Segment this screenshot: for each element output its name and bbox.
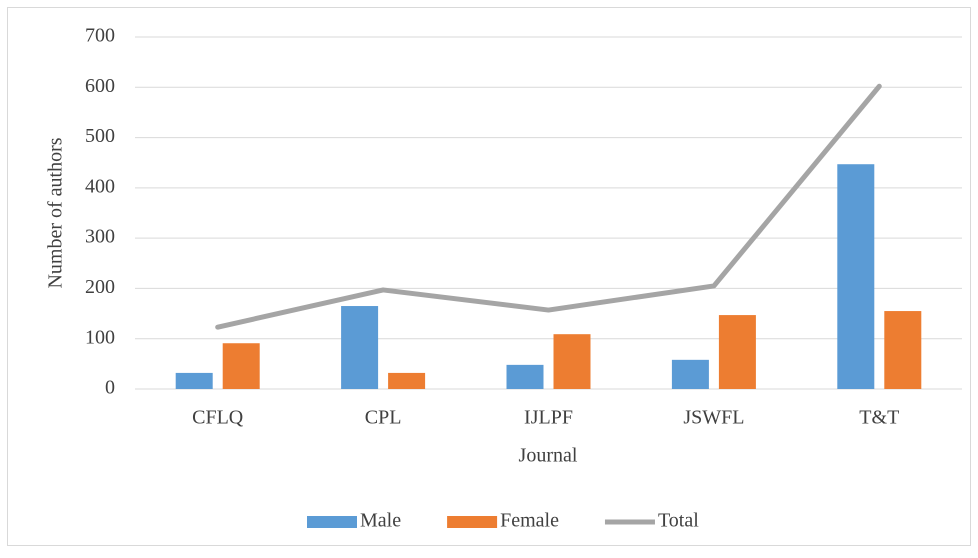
y-tick-label: 200: [85, 276, 115, 298]
bar: [341, 306, 379, 389]
x-tick-label: T&T: [859, 407, 899, 429]
y-axis-title: Number of authors: [45, 137, 67, 288]
bar: [884, 311, 922, 389]
legend-swatch: [307, 516, 357, 528]
chart-border: [7, 7, 971, 546]
y-tick-label: 700: [85, 25, 115, 47]
bar: [175, 372, 213, 389]
y-tick-label: 0: [105, 377, 115, 399]
bar: [671, 359, 709, 389]
bar: [388, 372, 426, 389]
x-tick-label: JSWFL: [683, 407, 744, 429]
line: [215, 83, 882, 330]
x-axis-title: Journal: [519, 445, 578, 467]
legend-swatch: [447, 516, 498, 528]
y-tick-label: 500: [85, 125, 115, 147]
y-tick-label: 100: [85, 326, 115, 348]
bar: [837, 164, 875, 389]
bar: [506, 364, 544, 389]
y-tick-label: 300: [85, 226, 115, 248]
bar: [553, 334, 591, 389]
bar: [718, 315, 756, 389]
x-tick-label: CPL: [365, 407, 402, 429]
y-tick-label: 400: [85, 175, 115, 197]
legend-label: Female: [500, 510, 559, 532]
y-tick-label: 600: [85, 75, 115, 97]
x-tick-label: IJLPF: [524, 407, 573, 429]
legend-label: Male: [360, 510, 401, 532]
legend-label: Total: [658, 510, 699, 532]
bar: [222, 343, 260, 389]
x-tick-label: CFLQ: [192, 407, 244, 429]
